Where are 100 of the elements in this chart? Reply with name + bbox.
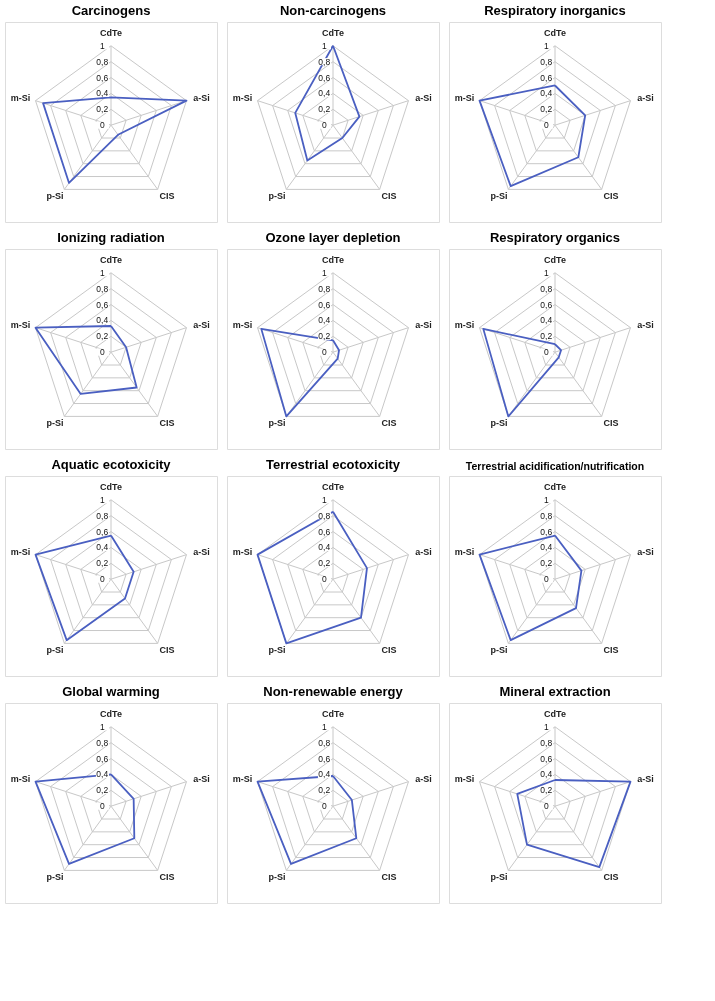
y-tick-label: 0,4 [96, 542, 109, 553]
chart-title: Ionizing radiation [57, 230, 165, 245]
y-tick-label: 0,6 [318, 72, 331, 83]
y-tick-label: 0,4 [318, 88, 331, 99]
spoke-label: CdTe [100, 28, 122, 39]
spoke-label: a-Si [193, 547, 210, 558]
spoke-label: p-Si [268, 871, 286, 882]
spoke-label: CIS [159, 190, 175, 201]
y-tick-label: 0,6 [96, 526, 109, 537]
y-tick-label: 0,2 [96, 331, 109, 342]
chart-title: Terrestrial acidification/nutrification [465, 459, 645, 472]
spoke-label: CIS [381, 417, 397, 428]
y-tick-label: 0,8 [540, 283, 553, 294]
y-tick-label: 0,6 [96, 753, 109, 764]
y-tick-label: 0 [543, 574, 549, 585]
y-tick-label: 0 [543, 801, 549, 812]
y-tick-label: 1 [321, 494, 327, 505]
spoke-label: a-Si [637, 547, 654, 558]
y-tick-label: 1 [99, 267, 105, 278]
y-tick-label: 0,8 [96, 283, 109, 294]
y-tick-label: 0,2 [540, 331, 553, 342]
spoke-label: p-Si [490, 190, 508, 201]
y-tick-label: 0,6 [540, 72, 553, 83]
spoke-label: CdTe [100, 482, 122, 493]
y-tick-label: 0 [321, 120, 327, 131]
chart-title: Terrestrial ecotoxicity [265, 457, 401, 472]
spoke-label: CIS [381, 644, 397, 655]
spoke-label: m-Si [454, 547, 475, 558]
y-tick-label: 0,6 [96, 72, 109, 83]
spoke-label: CIS [603, 871, 619, 882]
y-tick-label: 0,8 [96, 510, 109, 521]
y-tick-label: 1 [543, 721, 549, 732]
spoke-label: m-Si [10, 93, 31, 104]
y-tick-label: 0,4 [540, 769, 553, 780]
y-tick-label: 0,2 [96, 104, 109, 115]
y-tick-label: 0,8 [96, 737, 109, 748]
y-tick-label: 0,2 [318, 104, 331, 115]
spoke-label: m-Si [10, 547, 31, 558]
chart-title: Respiratory inorganics [484, 3, 626, 18]
y-tick-label: 0 [99, 574, 105, 585]
spoke-label: p-Si [490, 871, 508, 882]
spoke-label: CdTe [100, 255, 122, 266]
spoke-label: CIS [159, 871, 175, 882]
spoke-label: CIS [159, 417, 175, 428]
chart-title: Global warming [62, 684, 160, 699]
spoke-label: p-Si [268, 417, 286, 428]
y-tick-label: 0 [99, 120, 105, 131]
y-tick-label: 0,4 [540, 88, 553, 99]
spoke-label: m-Si [10, 320, 31, 331]
chart-title: Respiratory organics [489, 230, 621, 245]
y-tick-label: 0,2 [96, 558, 109, 569]
y-tick-label: 0,8 [540, 56, 553, 67]
spoke-label: CdTe [322, 709, 344, 720]
spoke-label: m-Si [232, 547, 253, 558]
spoke-label: a-Si [637, 774, 654, 785]
spoke-label: p-Si [46, 417, 64, 428]
spoke-label: CIS [603, 644, 619, 655]
y-tick-label: 0,6 [540, 299, 553, 310]
y-tick-label: 1 [543, 40, 549, 51]
spoke-label: CdTe [544, 255, 566, 266]
y-tick-label: 1 [321, 721, 327, 732]
y-tick-label: 0,2 [318, 331, 331, 342]
y-tick-label: 0,4 [540, 315, 553, 326]
spoke-label: CdTe [322, 28, 344, 39]
y-tick-label: 0,2 [540, 785, 553, 796]
y-tick-label: 0,8 [540, 737, 553, 748]
y-tick-label: 0,4 [318, 315, 331, 326]
spoke-label: CIS [159, 644, 175, 655]
spoke-label: a-Si [415, 320, 432, 331]
y-tick-label: 0,4 [96, 315, 109, 326]
y-tick-label: 0,8 [96, 56, 109, 67]
spoke-label: p-Si [490, 644, 508, 655]
chart-title: Non-renewable energy [263, 684, 404, 699]
y-tick-label: 0,2 [318, 558, 331, 569]
chart-title: Mineral extraction [499, 684, 611, 699]
y-tick-label: 0,8 [318, 737, 331, 748]
spoke-label: CdTe [544, 482, 566, 493]
y-tick-label: 0,2 [540, 104, 553, 115]
y-tick-label: 0,4 [540, 542, 553, 553]
spoke-label: m-Si [454, 774, 475, 785]
y-tick-label: 0 [543, 120, 549, 131]
spoke-label: p-Si [46, 644, 64, 655]
spoke-label: p-Si [268, 190, 286, 201]
spoke-label: CdTe [100, 709, 122, 720]
spoke-label: p-Si [46, 190, 64, 201]
spoke-label: CdTe [544, 28, 566, 39]
spoke-label: m-Si [232, 774, 253, 785]
spoke-label: a-Si [193, 320, 210, 331]
y-tick-label: 0 [543, 347, 549, 358]
spoke-label: a-Si [637, 93, 654, 104]
spoke-label: CIS [603, 190, 619, 201]
y-tick-label: 0 [321, 801, 327, 812]
y-tick-label: 0,8 [318, 283, 331, 294]
y-tick-label: 0,4 [96, 769, 109, 780]
y-tick-label: 0 [321, 347, 327, 358]
chart-title: Aquatic ecotoxicity [51, 457, 172, 472]
y-tick-label: 1 [99, 494, 105, 505]
spoke-label: a-Si [415, 774, 432, 785]
spoke-label: a-Si [415, 93, 432, 104]
spoke-label: CdTe [544, 709, 566, 720]
